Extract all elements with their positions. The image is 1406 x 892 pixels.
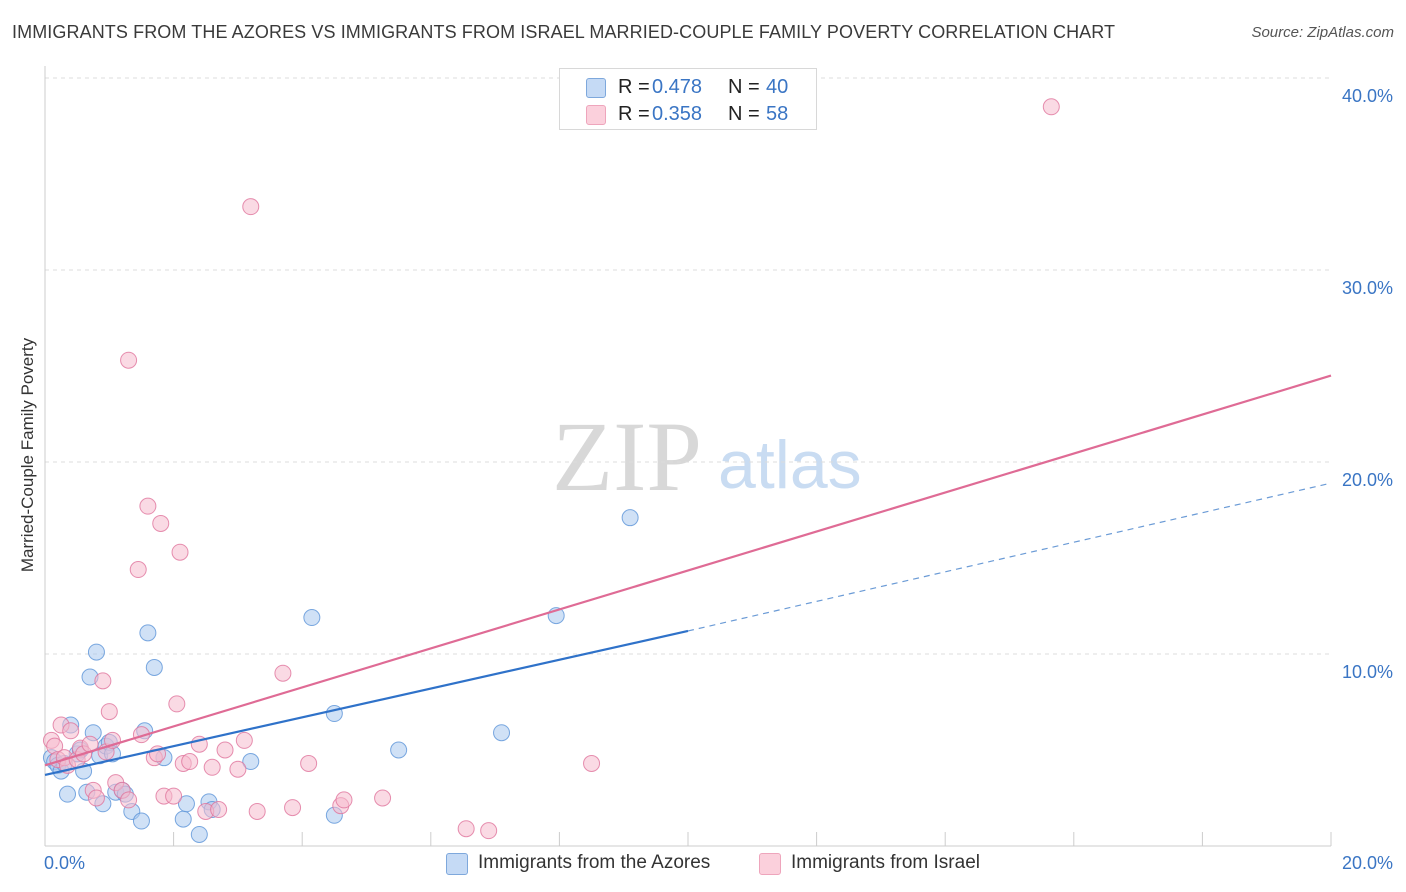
legend-r-label: R = [618,76,650,99]
point-israel [275,665,291,681]
point-israel [217,742,233,758]
point-azores [60,786,76,802]
y-tick-label: 10.0% [1342,662,1393,682]
y-tick-label: 20.0% [1342,470,1393,490]
bottom-legend-azores-label: Immigrants from the Azores [478,852,710,874]
point-azores [175,811,191,827]
y-tick-label: 30.0% [1342,278,1393,298]
legend-n-value-azores: 40 [766,76,788,99]
point-azores [494,725,510,741]
point-israel [230,761,246,777]
point-israel [130,562,146,578]
point-israel [169,696,185,712]
point-israel [285,800,301,816]
legend-r-value-azores: 0.478 [652,76,702,99]
point-israel [153,515,169,531]
point-israel [121,792,137,808]
point-israel [584,755,600,771]
point-israel [172,544,188,560]
point-azores [191,826,207,842]
legend-n-label: N = [728,76,760,99]
x-tick-label-min: 0.0% [44,853,85,873]
legend-n-label: N = [728,103,760,126]
legend-swatch-israel [586,105,606,125]
point-israel [63,723,79,739]
point-azores [133,813,149,829]
watermark-atlas: atlas [718,427,862,503]
point-israel [166,788,182,804]
point-israel [182,754,198,770]
point-israel [481,823,497,839]
bottom-swatch-azores [446,853,468,875]
legend-r-value-israel: 0.358 [652,103,702,126]
legend-swatch-azores [586,78,606,98]
point-azores [146,659,162,675]
point-israel [236,732,252,748]
trend-line-azores [45,631,688,775]
point-israel [458,821,474,837]
point-israel [301,755,317,771]
point-azores [304,610,320,626]
bottom-legend-israel-label: Immigrants from Israel [791,852,980,874]
x-tick-label-max: 20.0% [1342,853,1393,873]
point-israel [243,199,259,215]
grid [45,78,1331,654]
legend-n-value-israel: 58 [766,103,788,126]
correlation-legend: R = 0.478 N = 40 R = 0.358 N = 58 [559,68,817,130]
point-israel [95,673,111,689]
point-azores [140,625,156,641]
trend-line-azores-extension [688,483,1331,631]
point-israel [204,759,220,775]
point-azores [391,742,407,758]
watermark: ZIP atlas [552,401,862,512]
point-israel [121,352,137,368]
point-israel [211,802,227,818]
point-israel [140,498,156,514]
point-israel [375,790,391,806]
point-israel [1043,99,1059,115]
y-tick-label: 40.0% [1342,86,1393,106]
point-israel [88,790,104,806]
bottom-swatch-israel [759,853,781,875]
point-azores [88,644,104,660]
scatter-plot: ZIP atlas 10.0% 20.0% 30.0% 40.0% 0.0% 20.0% [0,0,1406,892]
legend-r-label: R = [618,103,650,126]
point-israel [249,803,265,819]
point-israel [101,704,117,720]
watermark-zip: ZIP [552,401,702,512]
point-azores [622,510,638,526]
point-israel [336,792,352,808]
